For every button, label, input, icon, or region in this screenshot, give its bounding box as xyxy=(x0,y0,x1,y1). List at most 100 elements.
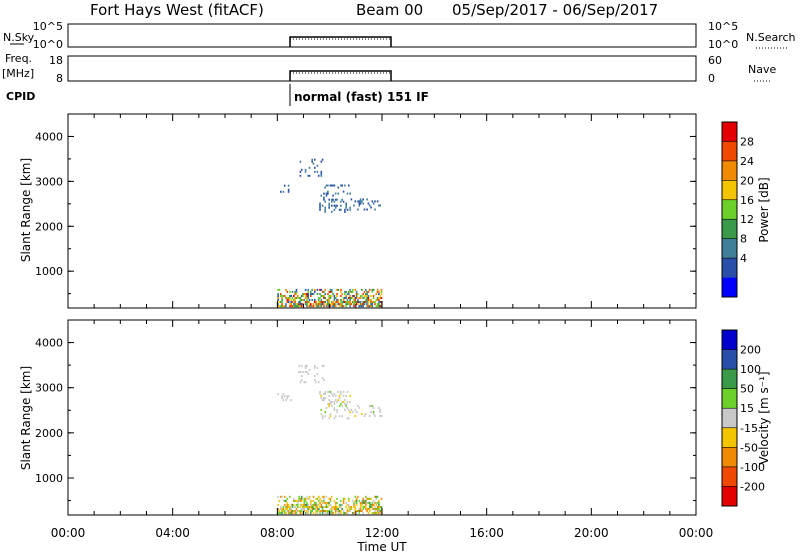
velocity-cell xyxy=(357,510,359,512)
velocity-cell xyxy=(321,510,324,512)
power-cell xyxy=(358,204,361,207)
power-cell xyxy=(340,290,342,293)
velocity-cell xyxy=(291,512,294,515)
velocity-cell xyxy=(320,397,323,399)
velocity-cell xyxy=(374,506,376,508)
power-cell xyxy=(351,301,354,303)
power-cell xyxy=(334,198,337,201)
power-cell xyxy=(379,204,381,207)
velocity-cell xyxy=(323,397,325,399)
power-cell xyxy=(328,299,330,301)
velocity-cell xyxy=(286,395,289,398)
power-cell xyxy=(340,299,342,301)
power-cell xyxy=(337,299,340,301)
velocity-cell xyxy=(299,499,302,502)
velocity-cell xyxy=(351,499,354,502)
power-cell xyxy=(345,290,347,293)
velocity-cell xyxy=(321,417,324,420)
velocity-cell xyxy=(350,506,353,508)
velocity-cell xyxy=(321,495,324,498)
power-cell xyxy=(316,293,319,295)
power-cell xyxy=(379,305,381,308)
power-cell xyxy=(363,297,366,299)
power-cell xyxy=(349,297,351,299)
velocity-cell xyxy=(361,503,363,506)
power-cell xyxy=(366,301,368,303)
nsearch-label: N.Search xyxy=(746,31,796,44)
power-cell xyxy=(378,301,380,303)
velocity-cell xyxy=(320,409,323,412)
power-cell xyxy=(277,303,279,306)
velocity-cell xyxy=(302,508,304,510)
velocity-cell xyxy=(374,512,376,515)
velocity-cell xyxy=(303,497,306,500)
power-colorbar-tick-label: 20 xyxy=(740,174,754,187)
velocity-cell xyxy=(354,499,357,502)
velocity-cell xyxy=(362,499,364,502)
velocity-cell xyxy=(358,499,361,502)
velocity-cell xyxy=(331,506,333,508)
velocity-cell xyxy=(345,394,347,397)
velocity-cell xyxy=(304,506,307,508)
velocity-cell xyxy=(376,512,379,515)
power-cell xyxy=(338,303,341,306)
power-colorbar-tick-label: 8 xyxy=(740,233,747,246)
power-cell xyxy=(340,303,342,306)
velocity-cell xyxy=(366,510,368,512)
velocity-cell xyxy=(338,510,341,512)
power-cell xyxy=(333,305,336,308)
power-cell xyxy=(323,297,325,299)
power-ytick-label: 4000 xyxy=(35,130,63,143)
velocity-cell xyxy=(375,495,378,498)
velocity-cell xyxy=(325,510,328,512)
power-cell xyxy=(282,295,285,297)
power-cell xyxy=(325,299,328,301)
power-cell xyxy=(366,305,368,308)
velocity-cell xyxy=(321,399,324,401)
power-cell xyxy=(294,297,296,299)
power-cell xyxy=(297,297,299,299)
power-cell xyxy=(365,299,367,301)
power-cell xyxy=(283,184,286,187)
velocity-cell xyxy=(333,417,336,420)
velocity-cell xyxy=(286,497,289,500)
power-cell xyxy=(278,288,281,291)
power-cell xyxy=(321,158,324,161)
power-cell xyxy=(300,168,303,171)
power-cell xyxy=(324,301,326,303)
velocity-cell xyxy=(361,499,363,502)
velocity-cell xyxy=(338,512,341,515)
velocity-cell xyxy=(336,497,338,500)
velocity-cell xyxy=(331,510,333,512)
velocity-cell xyxy=(312,503,315,506)
power-colorbar-swatch xyxy=(722,199,737,220)
power-cell xyxy=(329,290,332,293)
power-cell xyxy=(354,288,357,291)
velocity-cell xyxy=(358,512,361,515)
velocity-cell xyxy=(325,503,328,506)
power-cell xyxy=(362,297,364,299)
velocity-colorbar-swatch xyxy=(722,330,737,350)
power-cell xyxy=(366,303,368,306)
power-cell xyxy=(302,295,304,297)
velocity-cell xyxy=(368,501,371,504)
velocity-cell xyxy=(380,506,383,508)
power-cell xyxy=(371,200,374,203)
velocity-cell xyxy=(361,413,363,415)
power-colorbar-tick-label: 4 xyxy=(740,252,747,265)
velocity-cell xyxy=(314,501,316,504)
cpid-value: normal (fast) 151 IF xyxy=(294,90,429,104)
power-cell xyxy=(283,305,286,308)
power-cell xyxy=(376,288,379,291)
velocity-cell xyxy=(324,506,326,508)
velocity-cell xyxy=(278,510,281,512)
power-cell xyxy=(334,305,337,308)
power-cell xyxy=(361,288,363,291)
power-cell xyxy=(295,303,298,306)
velocity-cell xyxy=(333,409,336,412)
velocity-cell xyxy=(277,495,279,498)
power-cell xyxy=(378,305,380,308)
power-cell xyxy=(363,301,366,303)
power-cell xyxy=(378,303,380,306)
power-colorbar: 28 24 20 16 12 8 4 xyxy=(721,121,754,298)
